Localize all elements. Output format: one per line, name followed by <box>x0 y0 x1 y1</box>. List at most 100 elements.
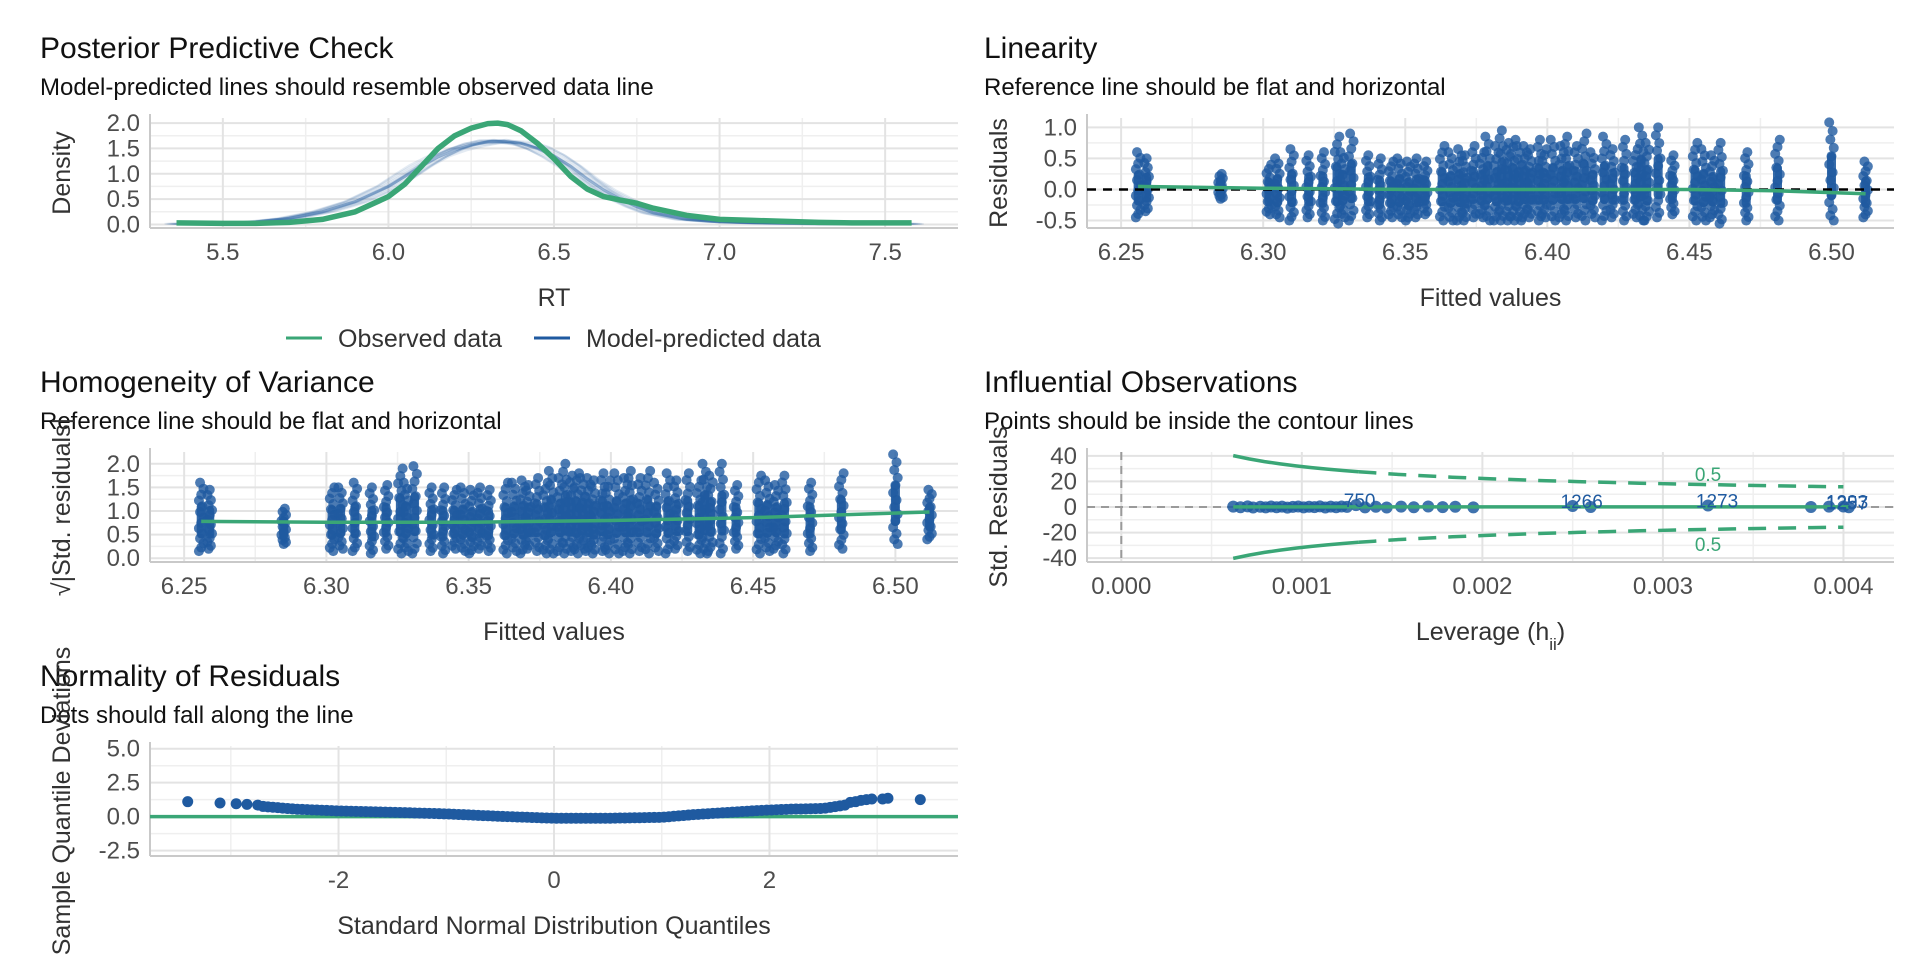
ppc-x-tick-label: 7.5 <box>868 239 901 266</box>
linearity-residual-point <box>1332 139 1343 150</box>
qq-y-axis-title: Sample Quantile Deviations <box>48 647 76 956</box>
linearity-residual-point <box>1443 147 1454 158</box>
linearity-residual-point <box>1859 156 1870 167</box>
homogeneity-residual-point <box>366 482 377 493</box>
legend-observed-label: Observed data <box>338 325 502 353</box>
influential-contour-label-upper: 0.5 <box>1695 465 1721 486</box>
influential-contour-lower-dashed <box>1358 525 1844 545</box>
qq-y-tick-label: 2.5 <box>107 770 140 797</box>
homogeneity-residual-point <box>439 482 450 493</box>
linearity-residual-point <box>1496 125 1507 136</box>
influential-contour-lower-solid <box>1232 540 1359 561</box>
influential-y-tick-label: -40 <box>1042 545 1077 572</box>
panel-linearity-subtitle: Reference line should be flat and horizo… <box>984 74 1446 101</box>
qq-tail-point <box>866 793 878 805</box>
homogeneity-residual-point <box>889 465 900 476</box>
linearity-residual-point <box>1581 128 1592 139</box>
homogeneity-residual-point <box>333 482 344 493</box>
homogeneity-residual-point <box>408 461 419 472</box>
linearity-residual-point <box>1620 134 1631 145</box>
linearity-y-tick-label: 0.0 <box>1044 176 1077 203</box>
homogeneity-residual-point <box>348 477 359 488</box>
panel-ppc-title: Posterior Predictive Check <box>40 32 394 65</box>
qq-tail-point <box>230 798 242 810</box>
qq-tail-point <box>241 798 253 810</box>
homogeneity-residual-point <box>560 458 571 469</box>
influential-contour-upper-solid <box>1232 453 1359 474</box>
qq-x-tick-label: 2 <box>763 867 776 894</box>
homogeneity-residual-point <box>279 503 290 514</box>
homogeneity-y-axis-title: √|Std. residuals| <box>48 418 76 596</box>
homogeneity-residual-point <box>923 484 934 495</box>
influential-y-tick-label: 20 <box>1050 468 1077 495</box>
homogeneity-y-tick-label: 1.0 <box>107 498 140 525</box>
homogeneity-residual-point <box>661 468 672 479</box>
linearity-residual-point <box>1579 136 1590 147</box>
linearity-x-axis-title: Fitted values <box>1420 284 1562 312</box>
homogeneity-residual-point <box>649 477 660 488</box>
homogeneity-y-tick-label: 2.0 <box>107 451 140 478</box>
linearity-residual-point <box>1598 131 1609 142</box>
linearity-residual-point <box>1132 147 1143 158</box>
linearity-residual-point <box>1668 150 1679 161</box>
linearity-residual-point <box>1216 168 1227 179</box>
linearity-residual-point <box>1585 147 1596 158</box>
linearity-residual-point <box>1392 153 1403 164</box>
linearity-x-tick-label: 6.35 <box>1382 239 1429 266</box>
ppc-observed-data-line <box>176 120 912 227</box>
influential-x-tick-label: 0.003 <box>1633 573 1693 600</box>
homogeneity-residual-point <box>382 480 393 491</box>
homogeneity-residual-point <box>455 482 466 493</box>
ppc-x-tick-label: 6.0 <box>372 239 405 266</box>
homogeneity-x-tick-label: 6.40 <box>588 573 635 600</box>
linearity-residual-point <box>1825 134 1836 145</box>
linearity-x-tick-label: 6.50 <box>1808 239 1855 266</box>
homogeneity-residual-point <box>779 470 790 481</box>
ppc-simulated-draw-line <box>164 139 900 225</box>
influential-x-tick-label: 0.004 <box>1813 573 1873 600</box>
influential-point-label: 750 <box>1344 491 1376 512</box>
homogeneity-residual-point <box>760 475 771 486</box>
panel-qq-subtitle: Dots should fall along the line <box>40 702 354 729</box>
influential-x-axis-title: Leverage (hii) <box>1416 618 1565 654</box>
homogeneity-residual-point <box>671 475 682 486</box>
linearity-residual-point <box>1285 144 1296 155</box>
influential-contour-label-lower: 0.5 <box>1695 535 1721 556</box>
ppc-y-tick-label: 0.5 <box>107 186 140 213</box>
influential-point-label: 1293 <box>1826 492 1868 513</box>
linearity-residual-point <box>1653 122 1664 133</box>
homogeneity-x-tick-label: 6.50 <box>872 573 919 600</box>
homogeneity-residual-point <box>398 477 409 488</box>
linearity-residual-point <box>1824 117 1835 128</box>
homogeneity-residual-point <box>625 465 636 476</box>
homogeneity-residual-point <box>838 468 849 479</box>
panel-influential-title: Influential Observations <box>984 366 1298 399</box>
ppc-y-tick-label: 0.0 <box>107 211 140 238</box>
homogeneity-residual-point <box>506 477 517 488</box>
panel-influential-subtitle: Points should be inside the contour line… <box>984 408 1414 435</box>
homogeneity-residual-point <box>588 475 599 486</box>
linearity-residual-point <box>1363 150 1374 161</box>
homogeneity-smooth-line <box>201 510 930 525</box>
influential-x-tick-label: 0.001 <box>1272 573 1332 600</box>
ppc-simulated-draw-line <box>166 138 902 225</box>
influential-point-label: 1266 <box>1561 492 1603 513</box>
ppc-y-tick-label: 2.0 <box>107 110 140 137</box>
panel-ppc-subtitle: Model-predicted lines should resemble ob… <box>40 74 654 101</box>
influential-y-tick-label: -20 <box>1042 520 1077 547</box>
linearity-residual-point <box>1348 136 1359 147</box>
linearity-residual-point <box>1650 130 1661 141</box>
homogeneity-residual-point <box>523 480 534 491</box>
homogeneity-y-tick-label: 0.5 <box>107 522 140 549</box>
influential-x-tick-label: 0.002 <box>1452 573 1512 600</box>
linearity-residual-point <box>1453 144 1464 155</box>
linearity-residual-point <box>1375 153 1386 164</box>
homogeneity-x-tick-label: 6.30 <box>303 573 350 600</box>
homogeneity-residual-point <box>704 470 715 481</box>
homogeneity-residual-point <box>714 466 725 477</box>
qq-x-axis-title: Standard Normal Distribution Quantiles <box>337 912 771 940</box>
linearity-residual-point <box>1494 133 1505 144</box>
linearity-residual-point <box>1411 153 1422 164</box>
linearity-y-axis-title: Residuals <box>985 118 1013 228</box>
linearity-x-tick-label: 6.45 <box>1666 239 1713 266</box>
